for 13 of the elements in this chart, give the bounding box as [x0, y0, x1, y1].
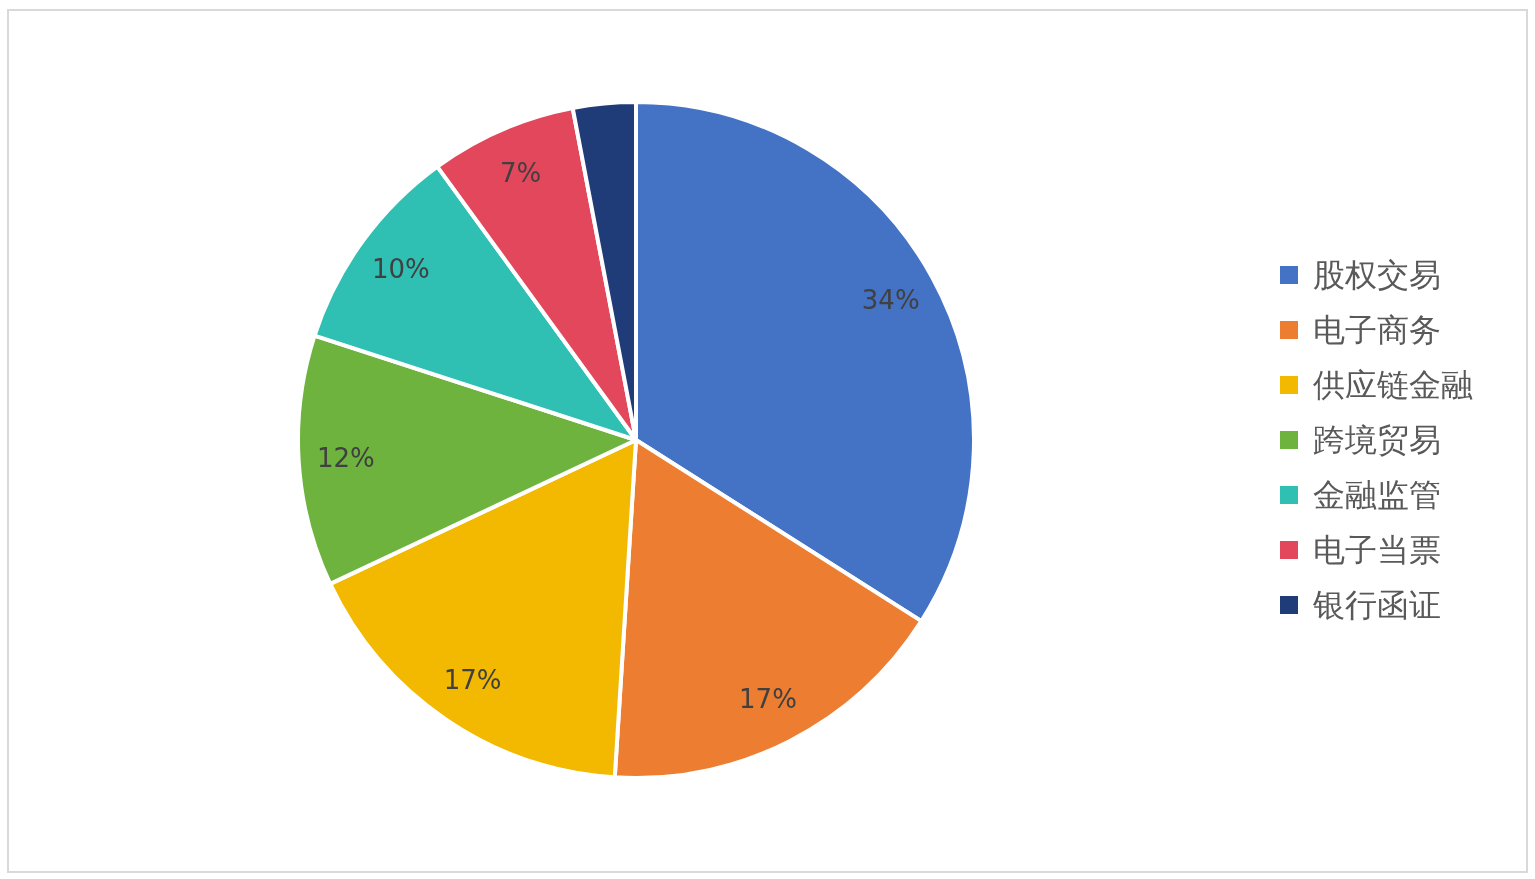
data-label: 34%	[861, 284, 920, 315]
legend-label: 跨境贸易	[1313, 421, 1441, 459]
legend-label: 电子当票	[1313, 531, 1441, 569]
legend-label: 电子商务	[1313, 311, 1441, 349]
legend-label: 股权交易	[1313, 256, 1441, 294]
data-label: 12%	[317, 443, 375, 474]
data-label: 7%	[499, 158, 542, 189]
legend-label: 供应链金融	[1313, 366, 1473, 404]
data-label: 17%	[739, 684, 797, 714]
data-label: 17%	[443, 665, 502, 696]
legend-label: 银行函证	[1312, 586, 1441, 624]
data-label: 10%	[371, 254, 430, 285]
legend-label: 金融监管	[1313, 476, 1441, 514]
